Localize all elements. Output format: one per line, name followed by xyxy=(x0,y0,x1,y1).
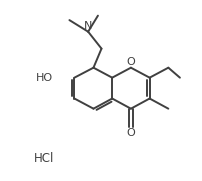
Text: O: O xyxy=(126,57,135,67)
Text: HCl: HCl xyxy=(34,152,54,165)
Text: N: N xyxy=(84,21,92,31)
Text: HO: HO xyxy=(36,73,53,83)
Text: O: O xyxy=(126,128,135,138)
